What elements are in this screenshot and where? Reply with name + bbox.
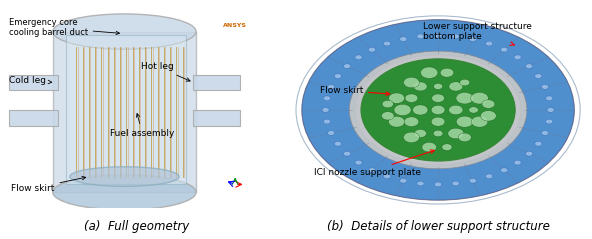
Bar xyxy=(8,75,58,90)
Bar xyxy=(194,110,240,126)
Circle shape xyxy=(526,64,533,69)
Circle shape xyxy=(417,181,424,186)
Circle shape xyxy=(389,93,404,103)
Circle shape xyxy=(471,92,488,104)
Circle shape xyxy=(327,85,334,89)
Circle shape xyxy=(481,111,496,121)
Circle shape xyxy=(355,160,362,165)
Circle shape xyxy=(542,85,549,89)
Ellipse shape xyxy=(70,167,179,186)
Circle shape xyxy=(448,128,464,139)
Circle shape xyxy=(343,151,350,156)
Circle shape xyxy=(334,74,342,78)
Circle shape xyxy=(546,96,553,101)
Circle shape xyxy=(469,107,478,113)
Circle shape xyxy=(400,37,407,41)
Text: ICI nozzle support plate: ICI nozzle support plate xyxy=(314,150,435,177)
Circle shape xyxy=(471,116,488,127)
Circle shape xyxy=(449,105,463,115)
Text: Hot leg: Hot leg xyxy=(141,62,190,81)
Circle shape xyxy=(482,100,495,108)
Circle shape xyxy=(334,141,342,146)
Circle shape xyxy=(485,41,493,46)
Circle shape xyxy=(456,116,473,127)
Circle shape xyxy=(381,112,394,120)
Circle shape xyxy=(422,142,436,152)
Circle shape xyxy=(460,79,469,86)
Circle shape xyxy=(501,168,508,173)
Circle shape xyxy=(452,181,459,186)
Circle shape xyxy=(514,55,521,60)
Circle shape xyxy=(433,130,443,137)
Circle shape xyxy=(327,130,334,135)
Circle shape xyxy=(323,96,330,101)
Bar xyxy=(8,110,58,126)
Text: (a)  Full geometry: (a) Full geometry xyxy=(83,220,189,233)
Text: Flow skirt: Flow skirt xyxy=(320,86,390,96)
Circle shape xyxy=(440,68,453,77)
Circle shape xyxy=(302,20,574,200)
Wedge shape xyxy=(302,20,574,200)
Circle shape xyxy=(458,133,471,142)
Circle shape xyxy=(343,64,350,69)
Circle shape xyxy=(542,130,549,135)
Circle shape xyxy=(456,92,474,104)
Circle shape xyxy=(405,94,418,102)
Circle shape xyxy=(501,47,508,52)
Circle shape xyxy=(514,160,521,165)
Circle shape xyxy=(417,34,424,39)
Circle shape xyxy=(431,105,445,114)
Circle shape xyxy=(535,74,542,78)
Circle shape xyxy=(368,168,375,173)
Circle shape xyxy=(404,77,419,88)
Circle shape xyxy=(535,141,542,146)
Text: Lower support structure
bottom plate: Lower support structure bottom plate xyxy=(423,22,532,45)
Circle shape xyxy=(449,82,463,91)
Circle shape xyxy=(404,117,419,126)
Circle shape xyxy=(382,100,393,108)
Circle shape xyxy=(368,47,375,52)
Wedge shape xyxy=(349,51,527,169)
Circle shape xyxy=(547,108,554,112)
Circle shape xyxy=(414,129,426,137)
Circle shape xyxy=(469,37,477,41)
Text: Flow skirt: Flow skirt xyxy=(11,176,86,193)
Circle shape xyxy=(404,132,419,143)
Circle shape xyxy=(431,117,445,126)
Circle shape xyxy=(420,67,438,78)
Circle shape xyxy=(469,179,477,183)
Circle shape xyxy=(323,119,330,124)
Text: (b)  Details of lower support structure: (b) Details of lower support structure xyxy=(327,220,549,233)
Text: Emergency core
cooling barrel duct: Emergency core cooling barrel duct xyxy=(8,18,120,37)
Text: Fuel assembly: Fuel assembly xyxy=(110,114,175,138)
Circle shape xyxy=(400,179,407,183)
Circle shape xyxy=(384,41,391,46)
Circle shape xyxy=(526,151,533,156)
Circle shape xyxy=(452,34,459,39)
Circle shape xyxy=(435,33,442,38)
Bar xyxy=(194,75,240,90)
Circle shape xyxy=(414,82,427,91)
Circle shape xyxy=(413,105,428,115)
Bar xyxy=(53,32,196,192)
Circle shape xyxy=(433,83,443,89)
Circle shape xyxy=(546,119,553,124)
Circle shape xyxy=(384,174,391,179)
Ellipse shape xyxy=(53,14,196,49)
Text: Cold leg: Cold leg xyxy=(8,76,52,85)
Circle shape xyxy=(432,94,445,102)
Circle shape xyxy=(394,104,411,116)
Circle shape xyxy=(361,59,515,161)
Circle shape xyxy=(355,55,362,60)
Text: ANSYS: ANSYS xyxy=(223,23,247,28)
Circle shape xyxy=(485,174,493,179)
Circle shape xyxy=(442,144,452,151)
Circle shape xyxy=(388,116,405,127)
Circle shape xyxy=(322,108,329,112)
Circle shape xyxy=(435,182,442,187)
Bar xyxy=(66,35,186,185)
Ellipse shape xyxy=(53,175,196,210)
